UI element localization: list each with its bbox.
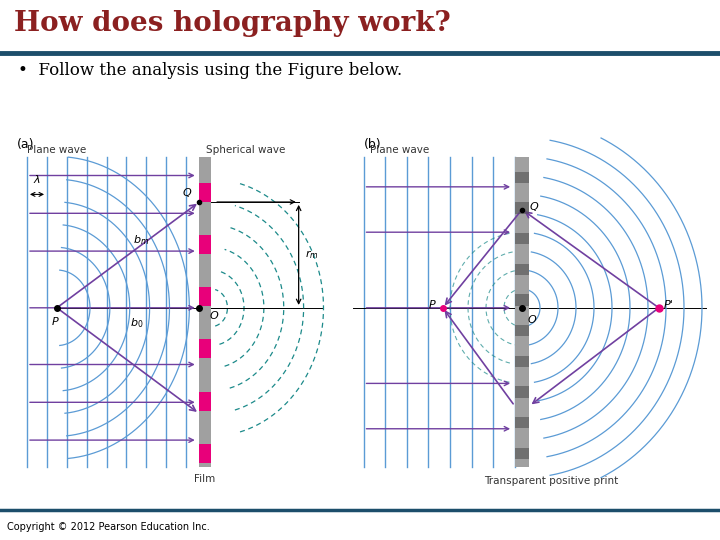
Bar — [515, 386, 529, 397]
Bar — [515, 356, 529, 367]
Bar — [515, 264, 529, 275]
Bar — [515, 325, 529, 336]
Bar — [199, 157, 211, 467]
Text: How does holography work?: How does holography work? — [14, 10, 451, 37]
Text: $\lambda$: $\lambda$ — [33, 173, 41, 185]
Text: $b_0$: $b_0$ — [130, 316, 143, 330]
Bar — [515, 448, 529, 459]
Text: O: O — [210, 311, 219, 321]
Bar — [515, 202, 529, 214]
Text: Film: Film — [194, 474, 216, 484]
Bar — [515, 172, 529, 183]
Bar — [515, 233, 529, 245]
Bar — [515, 417, 529, 428]
Text: Spherical wave: Spherical wave — [206, 145, 285, 155]
Text: $r_m$: $r_m$ — [305, 248, 319, 261]
Text: P: P — [429, 300, 436, 310]
Text: Copyright © 2012 Pearson Education Inc.: Copyright © 2012 Pearson Education Inc. — [7, 522, 210, 532]
Bar — [199, 392, 211, 410]
Bar — [199, 340, 211, 359]
Bar — [515, 157, 529, 467]
Text: •  Follow the analysis using the Figure below.: • Follow the analysis using the Figure b… — [18, 62, 402, 79]
Text: Plane wave: Plane wave — [370, 145, 429, 155]
Text: Q: Q — [529, 201, 538, 212]
Text: $b_m$: $b_m$ — [133, 233, 149, 247]
Bar — [199, 444, 211, 463]
Text: Transparent positive print: Transparent positive print — [484, 476, 618, 485]
Bar — [199, 235, 211, 254]
Text: P': P' — [665, 300, 674, 310]
Bar — [199, 183, 211, 201]
Text: (a): (a) — [17, 138, 35, 151]
Text: (b): (b) — [364, 138, 381, 151]
Text: P: P — [52, 317, 58, 327]
Text: Q: Q — [182, 188, 191, 198]
Bar — [199, 287, 211, 306]
Text: O: O — [527, 315, 536, 325]
Text: Plane wave: Plane wave — [27, 145, 86, 155]
Bar — [515, 294, 529, 306]
